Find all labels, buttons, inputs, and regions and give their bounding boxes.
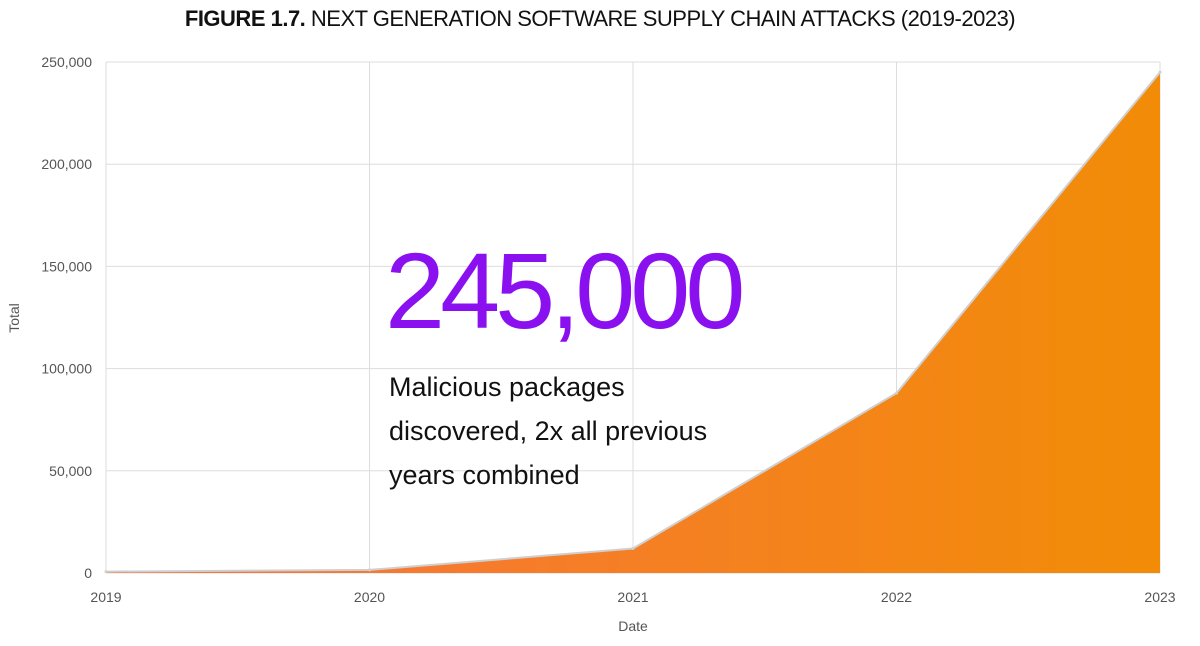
chart-title-prefix: FIGURE 1.7. bbox=[184, 6, 306, 31]
y-tick-label: 50,000 bbox=[49, 463, 92, 479]
callout-number: 245,000 bbox=[385, 230, 745, 351]
data-point bbox=[895, 391, 898, 395]
x-tick-label: 2023 bbox=[1144, 589, 1175, 605]
callout-text: Malicious packages discovered, 2x all pr… bbox=[389, 372, 708, 490]
x-tick-label: 2020 bbox=[354, 589, 385, 605]
data-point bbox=[104, 570, 108, 574]
y-tick-label: 0 bbox=[84, 565, 92, 581]
x-tick-label: 2022 bbox=[881, 589, 912, 605]
chart-title-text: NEXT GENERATION SOFTWARE SUPPLY CHAIN AT… bbox=[310, 6, 1016, 31]
y-axis-title: Total bbox=[6, 303, 22, 333]
chart-title: FIGURE 1.7. NEXT GENERATION SOFTWARE SUP… bbox=[0, 6, 1200, 32]
tick-labels: 0 50,000 100,000 150,000 200,000 250,000 2019 2… bbox=[41, 54, 1175, 605]
x-axis-title: Date bbox=[618, 618, 648, 634]
y-tick-label: 100,000 bbox=[41, 361, 92, 377]
y-tick-label: 150,000 bbox=[41, 258, 92, 274]
data-point bbox=[1158, 70, 1162, 74]
y-tick-label: 200,000 bbox=[41, 156, 92, 172]
area-series bbox=[104, 70, 1162, 574]
y-tick-label: 250,000 bbox=[41, 54, 92, 70]
x-tick-label: 2019 bbox=[90, 589, 121, 605]
x-tick-label: 2021 bbox=[617, 589, 648, 605]
data-point bbox=[368, 568, 371, 572]
data-point bbox=[631, 546, 635, 550]
area-fill bbox=[106, 72, 1160, 573]
